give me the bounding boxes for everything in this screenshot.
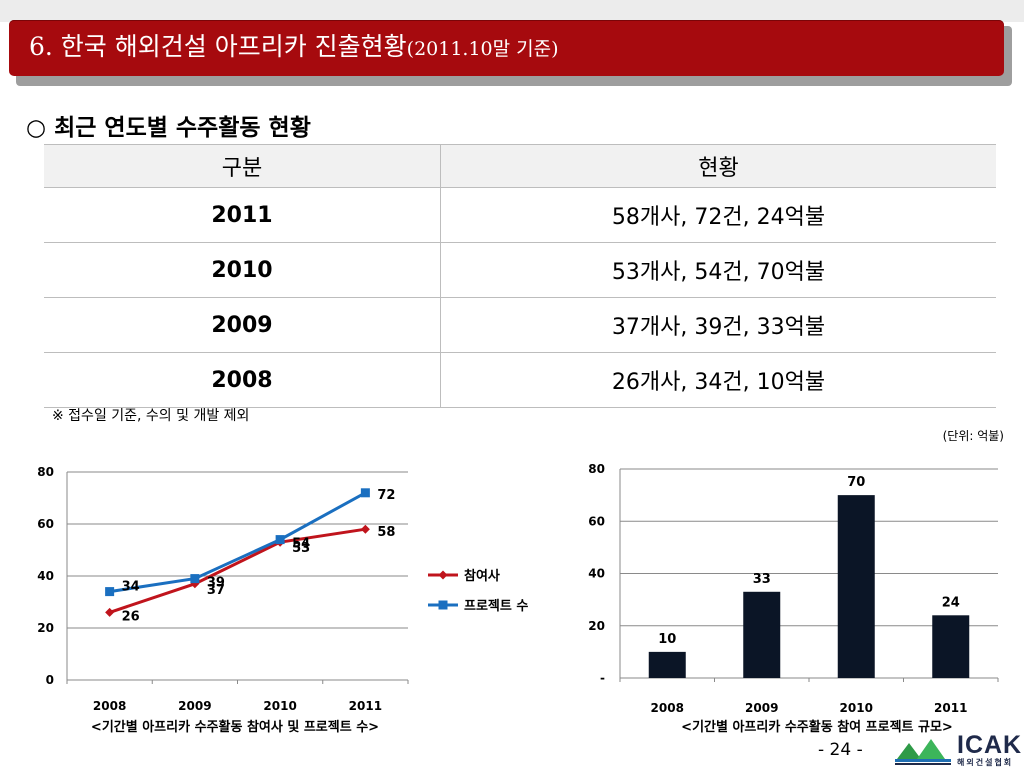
section-heading: ○ 최근 연도별 수주활동 현황 [26,115,311,141]
data-label: 26 [122,609,140,624]
icak-logo: ICAK 해외건설협회 [895,731,1023,767]
y-tick-label: 80 [588,462,605,476]
data-label: 10 [658,632,676,647]
chart-caption: <기간별 아프리카 수주활동 참여 프로젝트 규모> [681,719,953,735]
logo-text: ICAK [957,731,1023,759]
logo-subtext: 해외건설협회 [957,758,1014,767]
x-tick-label: 2010 [840,701,873,715]
y-tick-label: - [600,671,605,685]
data-point [105,587,115,597]
table-cell-year: 2008 [44,352,441,408]
x-tick-label: 2011 [349,699,382,713]
data-point [438,570,448,580]
x-tick-label: 2008 [651,701,684,715]
icak-logo-mark [895,739,951,765]
series-line [109,491,367,594]
status-table: 구분 현황 2011 58개사, 72건, 24억불 2010 53개사, 54… [44,144,996,408]
table-cell-year: 2011 [44,187,441,243]
data-label: 34 [122,580,140,595]
slide-title-suffix: (2011.10말 기준) [406,38,559,60]
y-tick-label: 0 [46,673,54,687]
legend-label: 프로젝트 수 [464,598,528,614]
title-bar: 6. 한국 해외건설 아프리카 진출현황(2011.10말 기준) [9,20,1004,76]
table-cell-year: 2009 [44,297,441,353]
bar-chart: - 20 40 60 80 2008 2009 2010 2011 10 33 70 24 <기간별 아프… [588,462,999,735]
data-label: 39 [207,576,225,591]
legend-label: 참여사 [464,568,500,584]
data-label: 37 [207,583,225,598]
y-tick-label: 60 [37,517,54,531]
x-tick-label: 2009 [178,699,211,713]
data-point [360,488,370,498]
x-tick-label: 2008 [93,699,126,713]
y-tick-label: 80 [37,465,54,479]
chart-caption: <기간별 아프리카 수주활동 참여사 및 프로젝트 수> [91,719,379,735]
series-line [109,527,366,614]
data-label: 72 [377,488,395,503]
y-tick-label: 40 [37,569,54,583]
data-point [105,607,115,617]
top-band [0,0,1024,22]
slide-title-main: 6. 한국 해외건설 아프리카 진출현황 [29,32,407,61]
data-point [190,579,200,589]
table-header-status: 현황 [440,144,996,188]
table-cell-status: 37개사, 39건, 33억불 [440,297,996,353]
data-point [275,535,285,545]
table-header-row: 구분 현황 [44,144,996,188]
x-tick-label: 2009 [745,701,778,715]
table-row: 2008 26개사, 34건, 10억불 [44,352,996,408]
y-tick-label: 20 [37,621,54,635]
y-tick-label: 60 [588,514,605,528]
page-number: - 24 - [818,740,863,760]
footnote: ※ 접수일 기준, 수의 및 개발 제외 [52,408,250,424]
data-point [438,600,448,610]
table-cell-year: 2010 [44,242,441,298]
bar [932,615,970,678]
table-cell-status: 53개사, 54건, 70억불 [440,242,996,298]
line-chart: 0 20 40 60 80 2008 2009 2010 2011 26 37 53 58 34 39 54 7… [37,465,528,735]
table-row: 2011 58개사, 72건, 24억불 [44,187,996,243]
table-row: 2009 37개사, 39건, 33억불 [44,297,996,353]
table-cell-status: 58개사, 72건, 24억불 [440,187,996,243]
data-label: 33 [753,572,771,587]
data-label: 54 [292,537,310,552]
bar [648,651,686,678]
y-tick-label: 40 [588,567,605,581]
y-tick-label: 20 [588,619,605,633]
bar [743,591,781,678]
data-point [190,574,200,584]
x-tick-label: 2010 [263,699,296,713]
data-label: 24 [942,595,960,610]
table-header-category: 구분 [44,144,441,188]
x-tick-label: 2011 [934,701,967,715]
bar [837,495,875,678]
data-label: 53 [292,541,310,556]
data-label: 70 [847,475,865,490]
data-label: 58 [377,525,395,540]
data-point [360,524,370,534]
unit-label: (단위: 억불) [942,429,1004,443]
table-row: 2010 53개사, 54건, 70억불 [44,242,996,298]
table-cell-status: 26개사, 34건, 10억불 [440,352,996,408]
slide-title: 6. 한국 해외건설 아프리카 진출현황(2011.10말 기준) [29,30,559,66]
